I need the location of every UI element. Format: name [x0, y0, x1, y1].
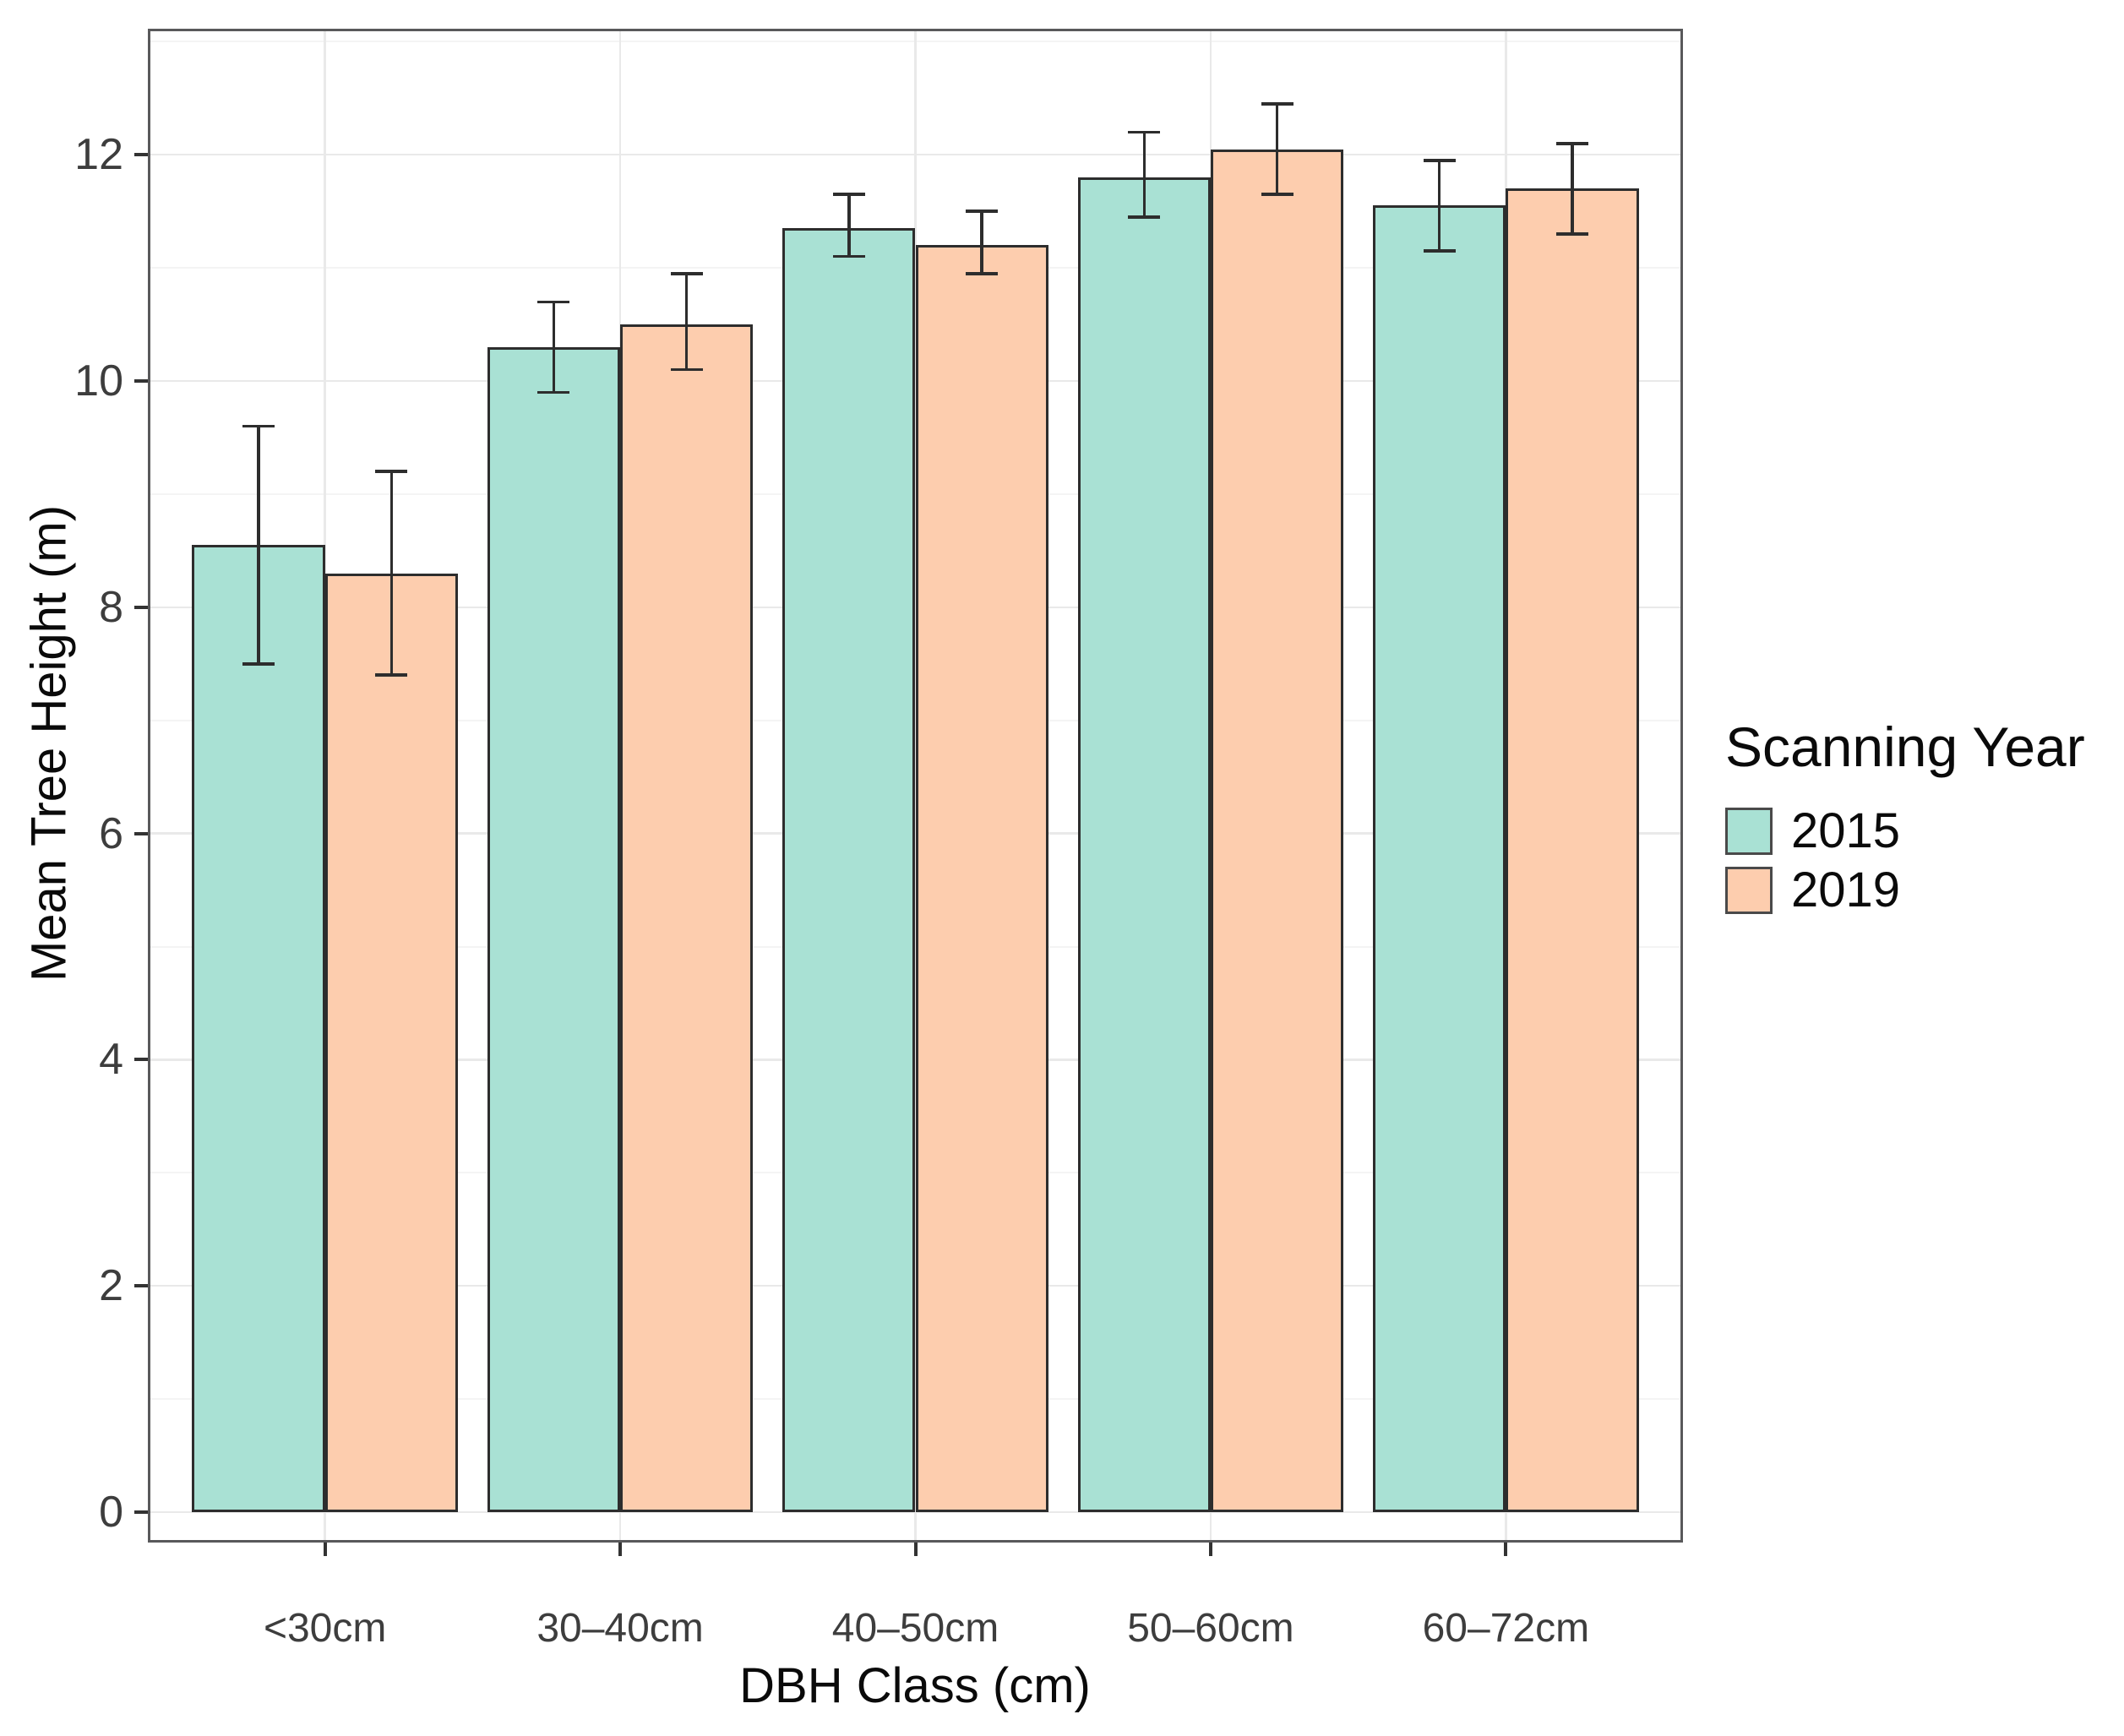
x-tick-mark: [913, 1543, 918, 1556]
y-tick-label: 6: [99, 808, 123, 858]
errorbar-cap-bottom-2015-50–60cm: [1128, 215, 1161, 219]
plot-panel: [148, 29, 1683, 1543]
bar-2019-60–72cm: [1506, 188, 1639, 1512]
errorbar-cap-bottom-2019-40–50cm: [966, 272, 999, 275]
errorbar-line-2015-30–40cm: [552, 302, 556, 393]
x-tick-mark: [618, 1543, 623, 1556]
bar-2015-40–50cm: [782, 228, 916, 1512]
y-tick-mark: [134, 1058, 148, 1062]
errorbar-cap-top-2015-60–72cm: [1423, 159, 1456, 162]
errorbar-cap-top-2015-<30cm: [242, 424, 275, 428]
y-axis-title: Mean Tree Height (m): [21, 504, 77, 982]
y-tick-mark: [134, 831, 148, 835]
bar-2015-50–60cm: [1077, 177, 1211, 1512]
x-tick-label: 30–40cm: [536, 1606, 704, 1651]
errorbar-line-2015-<30cm: [257, 426, 260, 664]
bar-2019-40–50cm: [915, 245, 1048, 1512]
errorbar-cap-top-2019-30–40cm: [670, 272, 703, 275]
y-tick-mark: [134, 379, 148, 383]
bar-2015-60–72cm: [1373, 205, 1506, 1512]
errorbar-line-2015-50–60cm: [1142, 132, 1146, 217]
errorbar-cap-bottom-2015-30–40cm: [537, 390, 570, 395]
y-tick-mark: [134, 605, 148, 609]
legend-label-2015: 2015: [1791, 803, 1901, 858]
bar-2015-<30cm: [192, 545, 325, 1512]
errorbar-cap-top-2019-40–50cm: [966, 210, 999, 213]
errorbar-cap-top-2019-50–60cm: [1261, 102, 1293, 106]
errorbar-cap-bottom-2019-30–40cm: [670, 367, 703, 372]
errorbar-cap-top-2015-40–50cm: [832, 193, 865, 196]
errorbar-line-2019-50–60cm: [1275, 103, 1279, 195]
x-tick-label: 40–50cm: [831, 1606, 999, 1651]
errorbar-line-2019-40–50cm: [980, 211, 983, 274]
x-tick-label: <30cm: [263, 1606, 387, 1651]
x-tick-mark: [1208, 1543, 1212, 1556]
bar-2019-50–60cm: [1210, 149, 1344, 1512]
legend-label-2019: 2019: [1791, 863, 1901, 917]
x-axis-title: DBH Class (cm): [739, 1658, 1091, 1713]
legend-item-2019: 2019: [1725, 862, 2085, 918]
bar-2019-<30cm: [324, 573, 458, 1512]
errorbar-cap-bottom-2019-50–60cm: [1261, 193, 1293, 196]
legend: Scanning Year 2015 2019: [1725, 715, 2085, 921]
errorbar-line-2015-60–72cm: [1437, 160, 1441, 251]
bar-2015-30–40cm: [487, 346, 621, 1512]
errorbar-cap-top-2015-50–60cm: [1128, 130, 1161, 134]
errorbar-line-2019-<30cm: [389, 471, 394, 676]
errorbar-cap-bottom-2019-<30cm: [375, 673, 408, 677]
errorbar-cap-top-2019-<30cm: [375, 470, 408, 473]
errorbar-cap-bottom-2019-60–72cm: [1555, 232, 1588, 236]
y-tick-mark: [134, 1510, 148, 1514]
x-tick-label: 60–72cm: [1422, 1606, 1590, 1651]
errorbar-cap-bottom-2015-60–72cm: [1423, 249, 1456, 253]
errorbar-cap-top-2019-60–72cm: [1555, 142, 1588, 145]
y-tick-mark: [134, 1284, 148, 1288]
errorbar-line-2015-40–50cm: [847, 194, 851, 257]
errorbar-line-2019-30–40cm: [684, 273, 689, 370]
legend-swatch-2019: [1725, 866, 1773, 914]
y-tick-label: 0: [99, 1488, 123, 1537]
bar-2019-30–40cm: [620, 324, 754, 1512]
y-tick-label: 10: [74, 356, 123, 405]
y-tick-label: 8: [99, 582, 123, 632]
y-tick-mark: [134, 153, 148, 157]
legend-swatch-2015: [1725, 807, 1773, 855]
y-tick-label: 12: [74, 130, 123, 180]
x-tick-label: 50–60cm: [1127, 1606, 1294, 1651]
legend-item-2015: 2015: [1725, 803, 2085, 859]
legend-title: Scanning Year: [1725, 716, 2085, 778]
y-tick-label: 2: [99, 1261, 123, 1311]
x-tick-mark: [1504, 1543, 1508, 1556]
errorbar-cap-bottom-2015-40–50cm: [832, 254, 865, 258]
errorbar-line-2019-60–72cm: [1571, 143, 1574, 234]
errorbar-cap-bottom-2015-<30cm: [242, 662, 275, 666]
y-tick-label: 4: [99, 1035, 123, 1085]
errorbar-cap-top-2015-30–40cm: [537, 300, 570, 304]
x-tick-mark: [323, 1543, 327, 1556]
